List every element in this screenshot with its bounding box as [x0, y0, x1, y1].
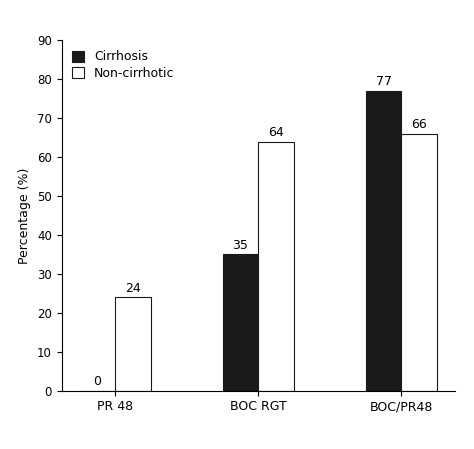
Text: 0: 0	[93, 375, 101, 388]
Text: Source: Aliment Pharmacol Ther © 2013 Blackwell Publishing: Source: Aliment Pharmacol Ther © 2013 Bl…	[186, 428, 465, 437]
Bar	[223, 255, 258, 391]
Bar	[258, 141, 294, 391]
Text: 35: 35	[233, 239, 248, 252]
Bar	[115, 297, 151, 391]
Bar	[401, 134, 437, 391]
Bar	[365, 91, 401, 391]
Text: 77: 77	[375, 75, 392, 88]
Text: 24: 24	[125, 282, 141, 295]
Text: 64: 64	[268, 126, 284, 139]
Legend: Cirrhosis, Non-cirrhotic: Cirrhosis, Non-cirrhotic	[68, 47, 178, 84]
Text: 66: 66	[411, 118, 427, 131]
Text: Medscape: Medscape	[9, 428, 72, 438]
Y-axis label: Percentage (%): Percentage (%)	[18, 167, 31, 264]
